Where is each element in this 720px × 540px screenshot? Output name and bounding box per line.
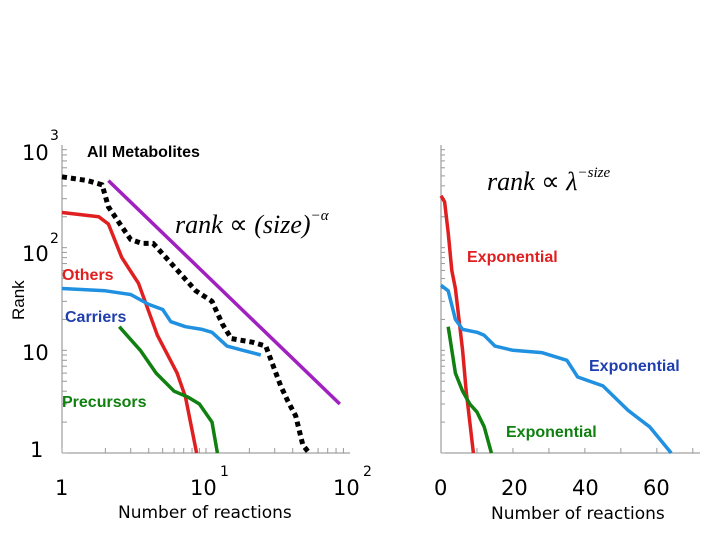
right-series-carriers xyxy=(439,283,673,455)
y-axis-label: Rank xyxy=(9,280,28,320)
exponential-formula: rank ∝ λ−size xyxy=(487,165,610,196)
label-exponential-others: Exponential xyxy=(467,249,558,266)
label-exponential-carriers: Exponential xyxy=(589,358,680,375)
left-series-carriers xyxy=(61,286,262,357)
right-series xyxy=(439,194,673,455)
label-carriers: Carriers xyxy=(65,309,126,326)
y-tick-1: 1 xyxy=(30,438,43,462)
left-series-power-law-fit xyxy=(107,179,342,406)
right-panel: 0 20 40 60 Number of reactions rank ∝ λ−… xyxy=(434,145,700,524)
left-series-others xyxy=(61,210,199,454)
right-series-others xyxy=(439,194,476,454)
rx-tick-20: 20 xyxy=(501,476,528,500)
x-tick-10-exp: 1 xyxy=(220,464,229,480)
left-series-all-metabolites xyxy=(61,174,312,455)
right-x-axis-label: Number of reactions xyxy=(491,504,665,524)
y-tick-100-exp: 2 xyxy=(50,231,59,247)
left-series-precursors xyxy=(117,325,220,454)
x-tick-10: 10 xyxy=(190,476,217,500)
rx-tick-0: 0 xyxy=(434,476,447,500)
label-precursors: Precursors xyxy=(62,394,147,411)
y-tick-1000: 10 xyxy=(22,141,49,165)
left-series xyxy=(61,174,342,455)
right-series-precursors xyxy=(446,326,494,454)
rx-tick-60: 60 xyxy=(643,476,670,500)
y-tick-100: 10 xyxy=(22,242,49,266)
label-exponential-precursors: Exponential xyxy=(506,424,597,441)
chart-title: All Metabolites xyxy=(87,144,200,161)
x-tick-1: 1 xyxy=(55,476,68,500)
y-tick-10: 10 xyxy=(22,341,49,365)
power-law-formula: rank ∝ (size)−α xyxy=(175,208,330,239)
x-tick-100: 10 xyxy=(333,476,360,500)
x-tick-100-exp: 2 xyxy=(363,464,372,480)
left-panel: 10 3 10 2 10 1 1 10 1 10 2 Number of rea… xyxy=(9,128,372,523)
label-others: Others xyxy=(62,267,114,284)
y-tick-1000-exp: 3 xyxy=(50,128,59,144)
left-x-axis-label: Number of reactions xyxy=(118,503,292,523)
rx-tick-40: 40 xyxy=(572,476,599,500)
